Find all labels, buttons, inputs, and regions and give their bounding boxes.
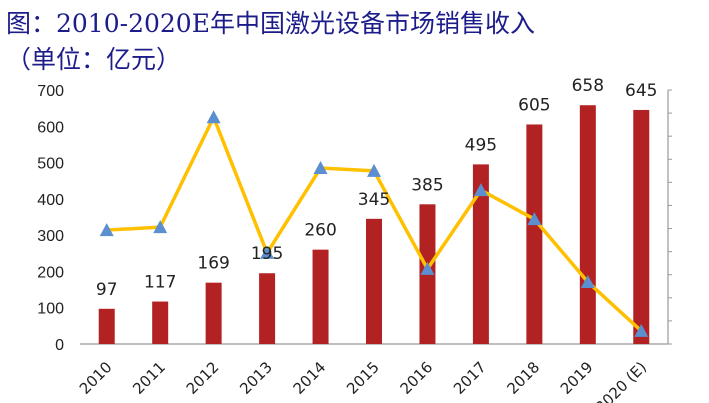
bar bbox=[98, 308, 115, 344]
line-marker bbox=[206, 110, 221, 124]
data-label: 495 bbox=[465, 135, 497, 155]
x-tick-label: 2018 bbox=[503, 358, 543, 398]
y-tick-label: 500 bbox=[37, 156, 64, 173]
line-marker bbox=[473, 183, 488, 197]
y-tick-label: 100 bbox=[37, 301, 64, 318]
bar bbox=[579, 105, 596, 345]
x-tick-label: 2020 (E) bbox=[592, 358, 650, 403]
data-label: 345 bbox=[358, 190, 390, 210]
bar bbox=[366, 218, 382, 344]
bar bbox=[312, 249, 329, 344]
bar bbox=[152, 301, 169, 344]
x-tick-label: 2016 bbox=[397, 358, 437, 398]
data-label: 117 bbox=[144, 273, 176, 293]
x-tick-label: 2010 bbox=[76, 358, 116, 398]
line-marker bbox=[313, 161, 328, 175]
y-tick-label: 400 bbox=[37, 192, 64, 209]
chart-title: 图：2010-2020E年中国激光设备市场销售收入 bbox=[6, 9, 535, 38]
data-label: 645 bbox=[625, 81, 657, 101]
y-tick-label: 0 bbox=[55, 337, 64, 354]
line-marker bbox=[367, 163, 381, 177]
x-tick-label: 2012 bbox=[183, 358, 223, 398]
data-label: 97 bbox=[96, 280, 118, 300]
line-marker bbox=[634, 323, 649, 337]
line-marker bbox=[153, 220, 168, 234]
data-label: 169 bbox=[197, 254, 229, 274]
bar bbox=[526, 124, 543, 344]
y-tick-label: 700 bbox=[37, 83, 64, 100]
x-tick-label: 2011 bbox=[129, 358, 169, 398]
x-tick-label: 2014 bbox=[290, 358, 330, 398]
bar bbox=[205, 282, 222, 344]
data-label: 385 bbox=[411, 175, 443, 195]
line-marker bbox=[527, 212, 542, 226]
data-label: 195 bbox=[251, 244, 283, 264]
line-marker bbox=[420, 261, 435, 275]
data-label: 605 bbox=[518, 95, 550, 115]
data-label: 658 bbox=[572, 76, 604, 96]
y-tick-label: 600 bbox=[37, 119, 64, 136]
line-marker bbox=[580, 274, 595, 288]
bar bbox=[259, 273, 276, 344]
line-marker bbox=[99, 223, 114, 237]
bar bbox=[472, 164, 489, 344]
y-tick-label: 200 bbox=[37, 264, 64, 281]
x-tick-label: 2019 bbox=[557, 358, 597, 398]
y-tick-label: 300 bbox=[37, 228, 64, 245]
data-label: 260 bbox=[304, 221, 336, 241]
x-tick-label: 2017 bbox=[450, 358, 490, 398]
line-marker bbox=[260, 245, 275, 259]
x-tick-label: 2015 bbox=[343, 358, 383, 398]
chart-unit: （单位：亿元） bbox=[6, 45, 182, 74]
x-tick-label: 2013 bbox=[236, 358, 276, 398]
bar bbox=[633, 109, 650, 344]
